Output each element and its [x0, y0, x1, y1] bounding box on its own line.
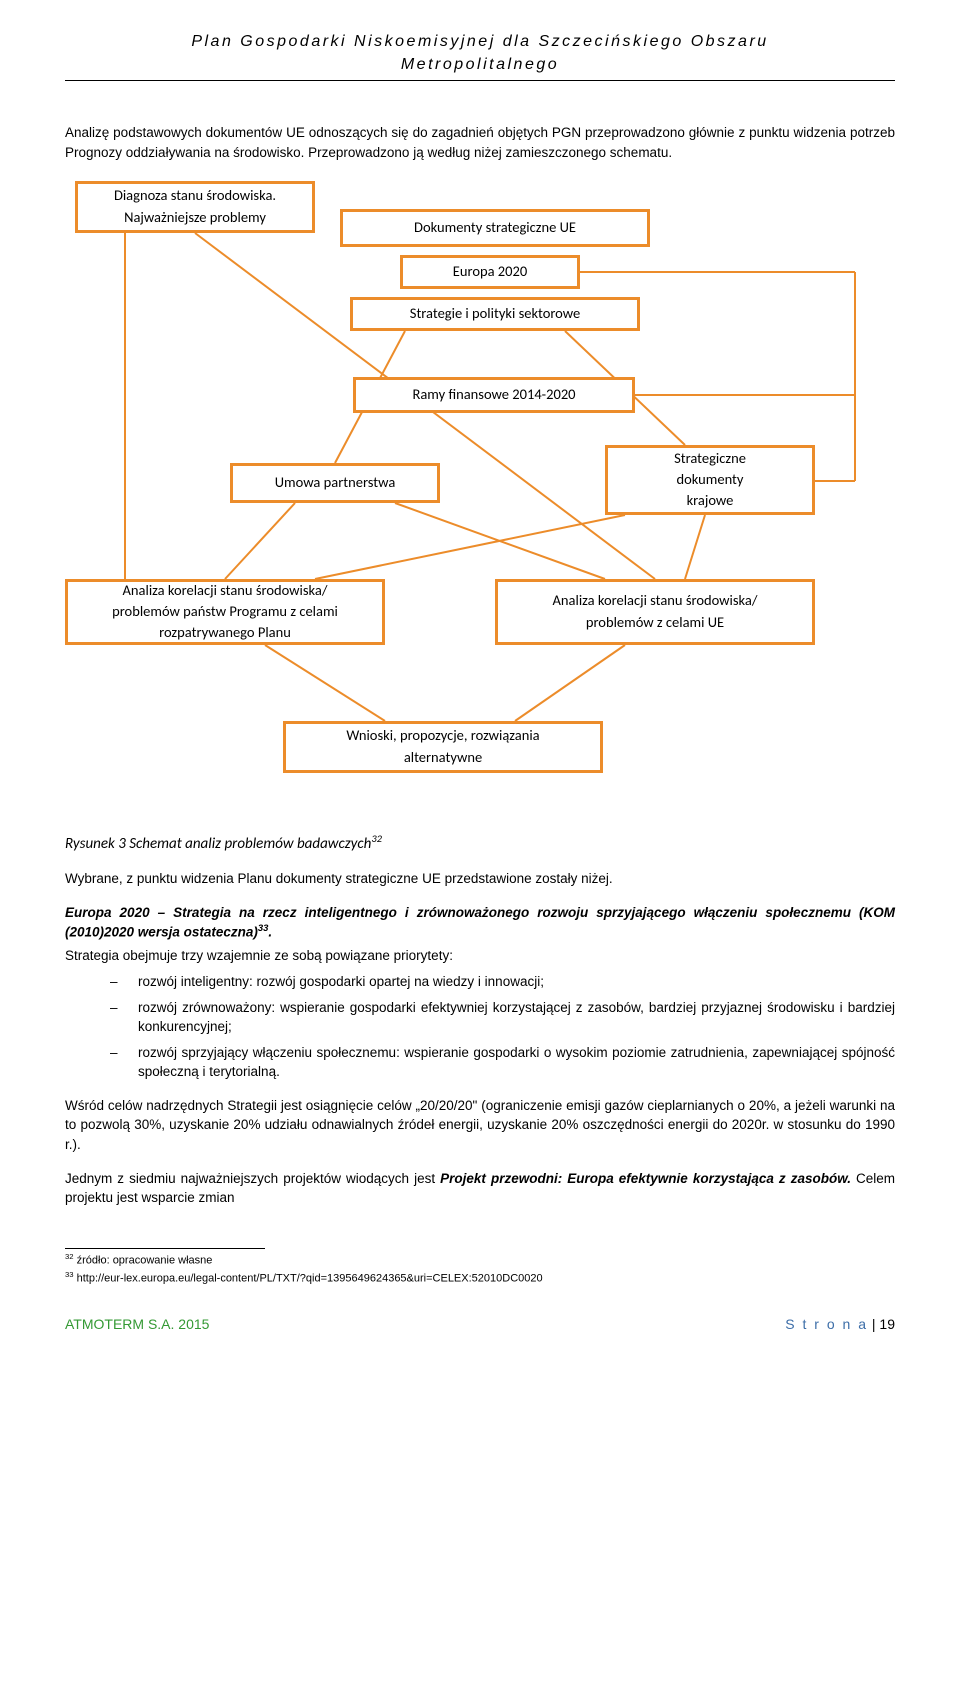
footer-right: S t r o n a | 19 — [785, 1314, 895, 1334]
diagram-box-wnioski: Wnioski, propozycje, rozwiązania alterna… — [283, 721, 603, 773]
list-item: rozwój inteligentny: rozwój gospodarki o… — [110, 972, 895, 992]
footnote-32: 32 źródło: opracowanie własne — [65, 1251, 895, 1270]
footer-left: ATMOTERM S.A. 2015 — [65, 1314, 209, 1334]
bullet-list: rozwój inteligentny: rozwój gospodarki o… — [65, 972, 895, 1082]
header-title-line1: Plan Gospodarki Niskoemisyjnej dla Szcze… — [65, 30, 895, 53]
diagram-box-analiza-ue: Analiza korelacji stanu środowiska/ prob… — [495, 579, 815, 645]
paragraph-strategia-obejmuje: Strategia obejmuje trzy wzajemnie ze sob… — [65, 946, 895, 966]
heading-europa-2020: Europa 2020 – Strategia na rzecz intelig… — [65, 903, 895, 943]
diagram-box-dokumenty-ue: Dokumenty strategiczne UE — [340, 209, 650, 247]
page-header: Plan Gospodarki Niskoemisyjnej dla Szcze… — [65, 30, 895, 81]
paragraph-cele-nadrzedne: Wśród celów nadrzędnych Strategii jest o… — [65, 1096, 895, 1155]
paragraph-projekt-przewodni: Jednym z siedmiu najważniejszych projekt… — [65, 1169, 895, 1208]
diagram-box-umowa-partnerstwa: Umowa partnerstwa — [230, 463, 440, 503]
diagram-box-dokumenty-krajowe: Strategiczne dokumenty krajowe — [605, 445, 815, 515]
paragraph-wybrane: Wybrane, z punktu widzenia Planu dokumen… — [65, 869, 895, 889]
figure-caption: Rysunek 3 Schemat analiz problemów badaw… — [65, 831, 895, 856]
diagram-box-europa-2020: Europa 2020 — [400, 255, 580, 289]
intro-paragraph: Analizę podstawowych dokumentów UE odnos… — [65, 123, 895, 162]
list-item: rozwój sprzyjający włączeniu społecznemu… — [110, 1043, 895, 1082]
diagram-box-ramy-finansowe: Ramy finansowe 2014-2020 — [353, 377, 635, 413]
footnote-33: 33 http://eur-lex.europa.eu/legal-conten… — [65, 1269, 895, 1288]
diagram: Diagnoza stanu środowiska. Najważniejsze… — [65, 181, 895, 811]
footnotes: 32 źródło: opracowanie własne 33 http://… — [65, 1251, 895, 1288]
footnotes-separator — [65, 1248, 265, 1249]
diagram-box-strategie-sektorowe: Strategie i polityki sektorowe — [350, 297, 640, 331]
header-title-line2: Metropolitalnego — [65, 53, 895, 76]
page-footer: ATMOTERM S.A. 2015 S t r o n a | 19 — [65, 1314, 895, 1334]
diagram-box-analiza-panstw: Analiza korelacji stanu środowiska/ prob… — [65, 579, 385, 645]
list-item: rozwój zrównoważony: wspieranie gospodar… — [110, 998, 895, 1037]
diagram-box-diagnoza: Diagnoza stanu środowiska. Najważniejsze… — [75, 181, 315, 233]
